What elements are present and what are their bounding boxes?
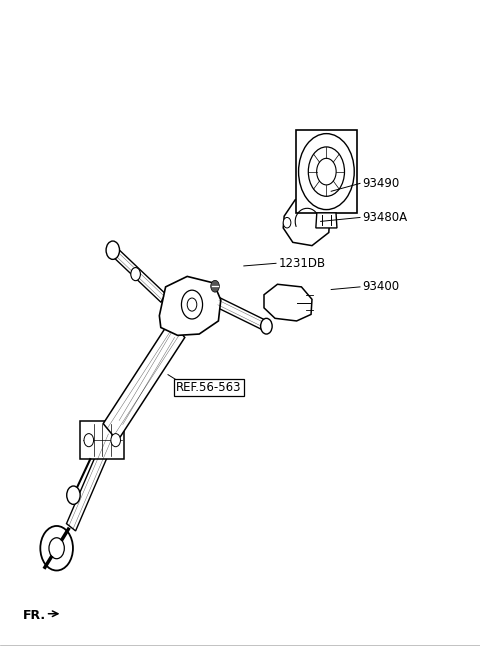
Circle shape	[299, 134, 354, 210]
Circle shape	[317, 159, 336, 185]
Circle shape	[283, 217, 291, 228]
Circle shape	[131, 267, 141, 280]
Polygon shape	[316, 213, 337, 228]
Bar	[80, 421, 124, 459]
Circle shape	[67, 486, 80, 504]
Polygon shape	[159, 276, 221, 335]
Circle shape	[187, 298, 197, 311]
Circle shape	[181, 290, 203, 319]
Text: 93490: 93490	[362, 177, 400, 190]
Text: FR.: FR.	[23, 609, 46, 622]
Polygon shape	[103, 320, 185, 441]
Polygon shape	[283, 196, 330, 246]
Bar	[296, 130, 357, 213]
Polygon shape	[67, 432, 115, 531]
Polygon shape	[110, 246, 166, 303]
Circle shape	[40, 526, 73, 571]
Circle shape	[49, 538, 64, 559]
Circle shape	[261, 318, 272, 334]
Circle shape	[308, 147, 345, 196]
Circle shape	[111, 434, 120, 447]
Polygon shape	[217, 297, 268, 331]
Circle shape	[84, 434, 94, 447]
Text: REF.56-563: REF.56-563	[176, 381, 241, 394]
Polygon shape	[264, 284, 312, 321]
Circle shape	[211, 280, 219, 292]
Text: 93400: 93400	[362, 280, 399, 293]
Polygon shape	[117, 331, 177, 427]
Text: 93480A: 93480A	[362, 211, 408, 224]
Circle shape	[106, 241, 120, 259]
Text: 1231DB: 1231DB	[278, 257, 325, 270]
